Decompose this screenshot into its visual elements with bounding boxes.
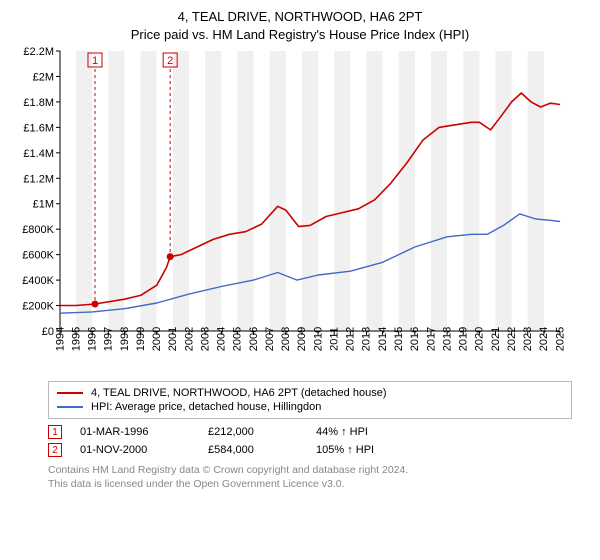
event-date: 01-NOV-2000 <box>80 444 190 456</box>
legend-swatch <box>57 406 83 408</box>
svg-text:2006: 2006 <box>248 327 260 351</box>
event-marker-icon: 2 <box>48 443 62 457</box>
chart-svg: £0 £200K £400K £600K £800K £1M £1.2M £1.4M £1.6M… <box>10 45 570 375</box>
svg-text:2025: 2025 <box>554 327 566 351</box>
svg-text:2009: 2009 <box>296 327 308 351</box>
svg-text:1995: 1995 <box>70 327 82 351</box>
svg-text:2007: 2007 <box>264 327 276 351</box>
event-price: £212,000 <box>208 426 298 438</box>
svg-text:2016: 2016 <box>409 327 421 351</box>
svg-text:£1.4M: £1.4M <box>23 148 54 160</box>
chart-title: 4, TEAL DRIVE, NORTHWOOD, HA6 2PT Price … <box>10 8 590 43</box>
svg-text:2018: 2018 <box>441 327 453 351</box>
svg-text:1: 1 <box>92 55 98 67</box>
legend-label: 4, TEAL DRIVE, NORTHWOOD, HA6 2PT (detac… <box>91 387 386 399</box>
svg-text:2008: 2008 <box>280 327 292 351</box>
credit-line2: This data is licensed under the Open Gov… <box>48 477 572 491</box>
legend-swatch <box>57 392 83 394</box>
svg-text:2: 2 <box>167 55 173 67</box>
svg-text:2000: 2000 <box>151 327 163 351</box>
event-delta: 44% ↑ HPI <box>316 426 368 438</box>
legend-item: HPI: Average price, detached house, Hill… <box>57 400 563 414</box>
svg-text:£200K: £200K <box>22 301 54 313</box>
svg-text:2010: 2010 <box>312 327 324 351</box>
title-line2: Price paid vs. HM Land Registry's House … <box>10 26 590 44</box>
svg-text:1997: 1997 <box>103 327 115 351</box>
title-line1: 4, TEAL DRIVE, NORTHWOOD, HA6 2PT <box>10 8 590 26</box>
svg-text:2019: 2019 <box>458 327 470 351</box>
svg-text:2020: 2020 <box>474 327 486 351</box>
event-row: 1 01-MAR-1996 £212,000 44% ↑ HPI <box>48 423 572 441</box>
legend-label: HPI: Average price, detached house, Hill… <box>91 401 321 413</box>
credit-text: Contains HM Land Registry data © Crown c… <box>48 463 572 491</box>
svg-text:1996: 1996 <box>87 327 99 351</box>
svg-text:2021: 2021 <box>490 327 502 351</box>
svg-text:£2M: £2M <box>33 72 54 84</box>
svg-text:£1M: £1M <box>33 199 54 211</box>
event-row: 2 01-NOV-2000 £584,000 105% ↑ HPI <box>48 441 572 459</box>
svg-text:£600K: £600K <box>22 250 54 262</box>
legend-item: 4, TEAL DRIVE, NORTHWOOD, HA6 2PT (detac… <box>57 386 563 400</box>
svg-text:£1.6M: £1.6M <box>23 122 54 134</box>
svg-text:£400K: £400K <box>22 275 54 287</box>
event-delta: 105% ↑ HPI <box>316 444 374 456</box>
svg-text:2001: 2001 <box>167 327 179 351</box>
svg-text:2023: 2023 <box>522 327 534 351</box>
event-marker-icon: 1 <box>48 425 62 439</box>
svg-text:2003: 2003 <box>199 327 211 351</box>
svg-text:2022: 2022 <box>506 327 518 351</box>
svg-text:£1.2M: £1.2M <box>23 173 54 185</box>
svg-text:1999: 1999 <box>135 327 147 351</box>
svg-text:2002: 2002 <box>183 327 195 351</box>
svg-text:2004: 2004 <box>216 327 228 351</box>
svg-text:2013: 2013 <box>361 327 373 351</box>
svg-text:2024: 2024 <box>538 327 550 351</box>
svg-text:2017: 2017 <box>425 327 437 351</box>
svg-text:£0: £0 <box>42 326 54 338</box>
events-table: 1 01-MAR-1996 £212,000 44% ↑ HPI 2 01-NO… <box>48 423 572 459</box>
svg-text:£1.8M: £1.8M <box>23 97 54 109</box>
credit-line1: Contains HM Land Registry data © Crown c… <box>48 463 572 477</box>
svg-text:2015: 2015 <box>393 327 405 351</box>
legend: 4, TEAL DRIVE, NORTHWOOD, HA6 2PT (detac… <box>48 381 572 419</box>
event-price: £584,000 <box>208 444 298 456</box>
svg-text:2012: 2012 <box>345 327 357 351</box>
chart: £0 £200K £400K £600K £800K £1M £1.2M £1.4M £1.6M… <box>10 45 590 375</box>
svg-text:£2.2M: £2.2M <box>23 46 54 58</box>
svg-text:2014: 2014 <box>377 327 389 351</box>
svg-text:2005: 2005 <box>232 327 244 351</box>
svg-text:£800K: £800K <box>22 224 54 236</box>
event-date: 01-MAR-1996 <box>80 426 190 438</box>
svg-text:1998: 1998 <box>119 327 131 351</box>
